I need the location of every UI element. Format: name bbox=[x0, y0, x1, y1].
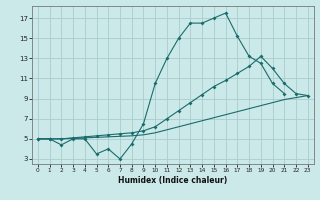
X-axis label: Humidex (Indice chaleur): Humidex (Indice chaleur) bbox=[118, 176, 228, 185]
